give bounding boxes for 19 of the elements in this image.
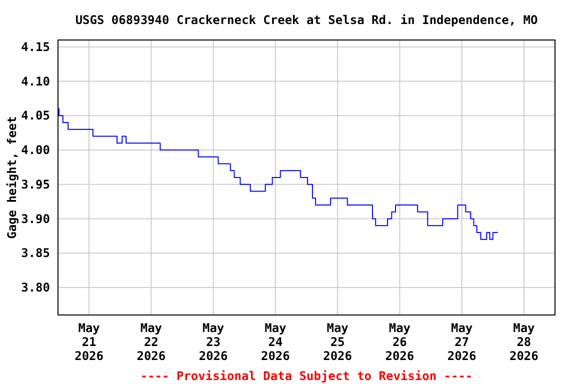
y-tick-label: 3.85 bbox=[21, 246, 50, 260]
y-axis-title: Gage height, feet bbox=[5, 116, 19, 239]
y-tick-label: 4.05 bbox=[21, 108, 50, 123]
y-tick-label: 3.90 bbox=[21, 212, 50, 226]
x-tick-label: May 26 2026 bbox=[385, 321, 414, 363]
x-tick-label: May 22 2026 bbox=[136, 321, 166, 363]
x-tick-label: May 25 2026 bbox=[323, 321, 352, 363]
x-tick-label: May 24 2026 bbox=[260, 321, 290, 363]
y-tick-label: 4.10 bbox=[21, 74, 50, 88]
y-tick-label: 3.95 bbox=[21, 177, 50, 192]
y-tick-label: 4.15 bbox=[21, 40, 50, 54]
x-tick-label: May 27 2026 bbox=[447, 321, 476, 363]
x-tick-label: May 21 2026 bbox=[74, 321, 104, 363]
x-tick-label: May 23 2026 bbox=[198, 321, 228, 363]
chart-title: USGS 06893940 Crackerneck Creek at Selsa Rd. in Independence, MO bbox=[75, 13, 538, 27]
y-tick-label: 4.00 bbox=[21, 143, 50, 157]
text: ---- Provisional Data Subject to Revision ---- bbox=[140, 369, 473, 383]
y-tick-label: 3.80 bbox=[21, 280, 50, 294]
x-tick-label: May 28 2026 bbox=[509, 321, 538, 363]
